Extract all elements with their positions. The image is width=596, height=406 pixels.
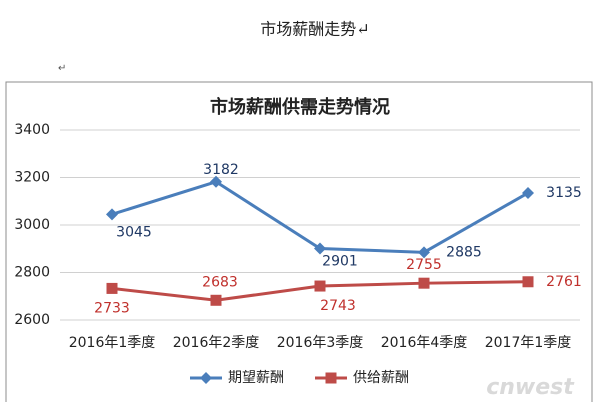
point	[418, 246, 430, 259]
point	[325, 372, 337, 384]
data-label: 2733	[94, 300, 130, 316]
point	[106, 282, 118, 294]
data-label: 2755	[406, 257, 442, 273]
y-tick-label: 2600	[14, 312, 50, 328]
paragraph-mark: ↵	[58, 63, 66, 74]
point	[210, 294, 222, 306]
watermark: cnwest	[486, 375, 575, 400]
y-tick-label: 2800	[14, 265, 50, 281]
y-tick-label: 3000	[14, 217, 50, 233]
point	[522, 186, 534, 199]
chart-title: 市场薪酬供需走势情况	[210, 96, 390, 118]
point	[106, 208, 118, 221]
point	[522, 276, 534, 288]
point	[418, 277, 430, 289]
x-tick-label: 2017年1季度	[485, 335, 572, 351]
legend-label: 期望薪酬	[228, 370, 284, 386]
data-label: 3135	[546, 185, 582, 201]
legend-label: 供给薪酬	[353, 370, 409, 386]
x-tick-label: 2016年4季度	[381, 335, 468, 351]
x-tick-label: 2016年3季度	[277, 335, 364, 351]
point	[200, 372, 212, 384]
data-label: 2743	[320, 298, 356, 314]
data-label: 3182	[203, 162, 239, 178]
data-label: 2761	[546, 274, 582, 290]
y-tick-label: 3400	[14, 122, 50, 138]
point	[210, 175, 222, 188]
point	[314, 280, 326, 292]
chart-frame	[5, 81, 593, 406]
point	[314, 242, 326, 255]
y-tick-label: 3200	[14, 170, 50, 186]
heading: 市场薪酬走势↵	[260, 20, 369, 39]
data-label: 2885	[446, 244, 482, 260]
x-tick-label: 2016年1季度	[69, 335, 156, 351]
x-tick-label: 2016年2季度	[173, 335, 260, 351]
data-label: 3045	[116, 224, 152, 240]
data-label: 2683	[202, 274, 238, 290]
data-label: 2901	[322, 254, 358, 270]
